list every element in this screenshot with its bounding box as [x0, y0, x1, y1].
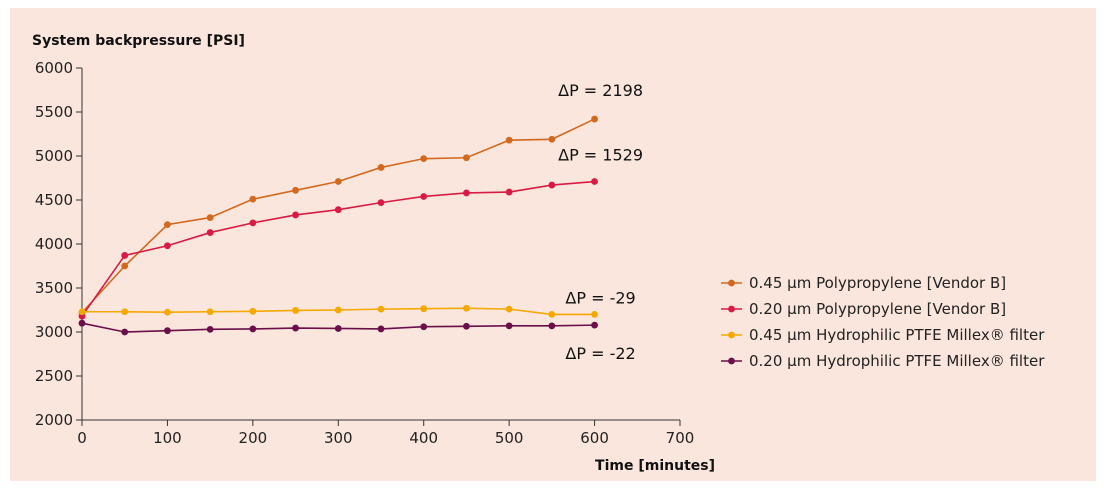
data-point [591, 311, 598, 318]
data-point [334, 178, 342, 185]
data-point [164, 327, 171, 335]
x-tick-label: 600 [580, 429, 609, 447]
data-point [78, 319, 86, 327]
series-line [81, 118, 595, 314]
y-tick-label: 4000 [35, 235, 73, 253]
data-point [420, 155, 428, 163]
delta-p-annotation: ΔP = -22 [565, 344, 635, 363]
data-point [249, 195, 257, 203]
series-line [81, 180, 595, 317]
data-point [249, 325, 257, 333]
data-point [377, 199, 385, 207]
y-tick-label: 5000 [35, 147, 73, 165]
data-point [78, 308, 86, 316]
legend-label: 0.45 µm Hydrophilic PTFE Millex® filter [749, 326, 1045, 344]
delta-p-annotation: ΔP = -29 [565, 288, 635, 307]
legend-label: 0.20 µm Hydrophilic PTFE Millex® filter [749, 352, 1045, 370]
x-tick-label: 100 [153, 429, 182, 447]
data-point [548, 322, 556, 330]
x-tick-label: 0 [77, 429, 87, 447]
data-point [505, 136, 513, 144]
data-point [121, 328, 129, 336]
chart-panel: System backpressure [PSI] Time [minutes]… [10, 8, 1096, 481]
legend-label: 0.20 µm Polypropylene [Vendor B] [749, 300, 1006, 318]
data-point [292, 324, 299, 332]
data-point [420, 305, 428, 313]
data-point [463, 322, 470, 330]
series-2 [78, 178, 598, 320]
series-4 [78, 319, 598, 336]
legend-swatch-marker [728, 331, 735, 339]
data-point [377, 325, 385, 333]
data-point [505, 305, 513, 313]
data-point [591, 178, 598, 185]
data-point [121, 262, 129, 270]
annotations: ΔP = 2198 ΔP = 1529 ΔP = -29 ΔP = -22 [558, 81, 643, 363]
legend-label: 0.45 µm Polypropylene [Vendor B] [749, 274, 1006, 292]
data-point [420, 323, 428, 331]
x-tick-label: 300 [324, 429, 353, 447]
data-point [121, 252, 129, 259]
data-point [206, 229, 214, 236]
data-point [292, 186, 299, 194]
x-tick-label: 700 [666, 429, 695, 447]
data-point [591, 321, 598, 329]
delta-p-annotation: ΔP = 1529 [558, 146, 643, 165]
legend-swatch-marker [728, 305, 735, 313]
x-tick-label: 400 [409, 429, 438, 447]
legend: 0.45 µm Polypropylene [Vendor B] 0.20 µm … [721, 274, 1045, 370]
y-tick-label: 4500 [35, 191, 73, 209]
data-point [548, 135, 556, 143]
data-point [463, 304, 470, 312]
y-tick-label: 3500 [35, 279, 73, 297]
data-point [206, 325, 214, 333]
backpressure-line-chart: System backpressure [PSI] Time [minutes]… [32, 33, 1045, 474]
data-point [334, 206, 342, 214]
y-tick-label: 2000 [35, 411, 73, 429]
plot-area [78, 115, 598, 336]
data-point [591, 115, 598, 123]
data-point [164, 242, 171, 250]
data-point [505, 188, 513, 196]
data-point [548, 181, 556, 189]
data-point [377, 164, 385, 171]
data-point [164, 221, 171, 229]
data-point [548, 311, 556, 318]
y-tick-label: 3000 [35, 323, 73, 341]
data-point [377, 305, 385, 313]
series-1 [78, 115, 598, 317]
data-point [206, 308, 214, 316]
y-tick-label: 6000 [35, 59, 73, 77]
series-3 [78, 304, 598, 318]
data-point [292, 211, 299, 219]
y-tick-label: 2500 [35, 367, 73, 385]
data-point [505, 322, 513, 330]
legend-swatch-marker [728, 357, 735, 365]
axes: 2000 2500 3000 3500 4000 4500 5000 5500 6000 0 100… [35, 59, 695, 447]
delta-p-annotation: ΔP = 2198 [558, 81, 643, 100]
data-point [334, 306, 342, 314]
y-axis-title: System backpressure [PSI] [32, 33, 245, 49]
data-point [463, 189, 470, 197]
data-point [249, 219, 257, 227]
x-tick-label: 500 [495, 429, 524, 447]
y-tick-label: 5500 [35, 103, 73, 121]
data-point [249, 307, 257, 315]
legend-item: 0.45 µm Polypropylene [Vendor B] [721, 274, 1006, 292]
data-point [463, 154, 470, 162]
legend-swatch-marker [728, 279, 735, 287]
legend-item: 0.20 µm Hydrophilic PTFE Millex® filter [721, 352, 1045, 370]
data-point [334, 325, 342, 332]
x-axis-title: Time [minutes] [595, 458, 715, 474]
legend-item: 0.20 µm Polypropylene [Vendor B] [721, 300, 1006, 318]
data-point [292, 307, 299, 314]
x-tick-label: 200 [239, 429, 268, 447]
data-point [121, 308, 129, 316]
data-point [164, 308, 171, 316]
legend-item: 0.45 µm Hydrophilic PTFE Millex® filter [721, 326, 1045, 344]
data-point [420, 193, 428, 200]
data-point [206, 214, 214, 222]
